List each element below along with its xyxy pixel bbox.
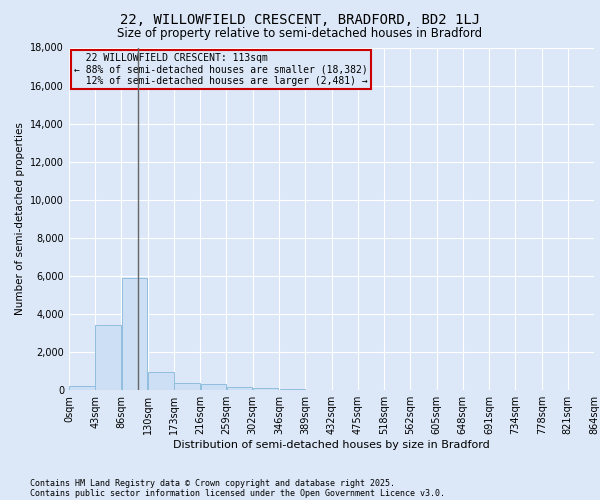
Y-axis label: Number of semi-detached properties: Number of semi-detached properties	[15, 122, 25, 315]
X-axis label: Distribution of semi-detached houses by size in Bradford: Distribution of semi-detached houses by …	[173, 440, 490, 450]
Text: 22, WILLOWFIELD CRESCENT, BRADFORD, BD2 1LJ: 22, WILLOWFIELD CRESCENT, BRADFORD, BD2 …	[120, 12, 480, 26]
Bar	[200, 384, 226, 390]
Text: Size of property relative to semi-detached houses in Bradford: Size of property relative to semi-detach…	[118, 28, 482, 40]
Text: Contains public sector information licensed under the Open Government Licence v3: Contains public sector information licen…	[30, 488, 445, 498]
Bar	[122, 278, 147, 390]
Bar	[253, 388, 278, 390]
Bar	[227, 387, 252, 390]
Bar	[95, 326, 121, 390]
Bar	[148, 372, 174, 390]
Text: Contains HM Land Registry data © Crown copyright and database right 2025.: Contains HM Land Registry data © Crown c…	[30, 478, 395, 488]
Bar	[280, 389, 305, 390]
Text: 22 WILLOWFIELD CRESCENT: 113sqm
← 88% of semi-detached houses are smaller (18,38: 22 WILLOWFIELD CRESCENT: 113sqm ← 88% of…	[74, 52, 368, 86]
Bar	[70, 386, 95, 390]
Bar	[175, 384, 200, 390]
